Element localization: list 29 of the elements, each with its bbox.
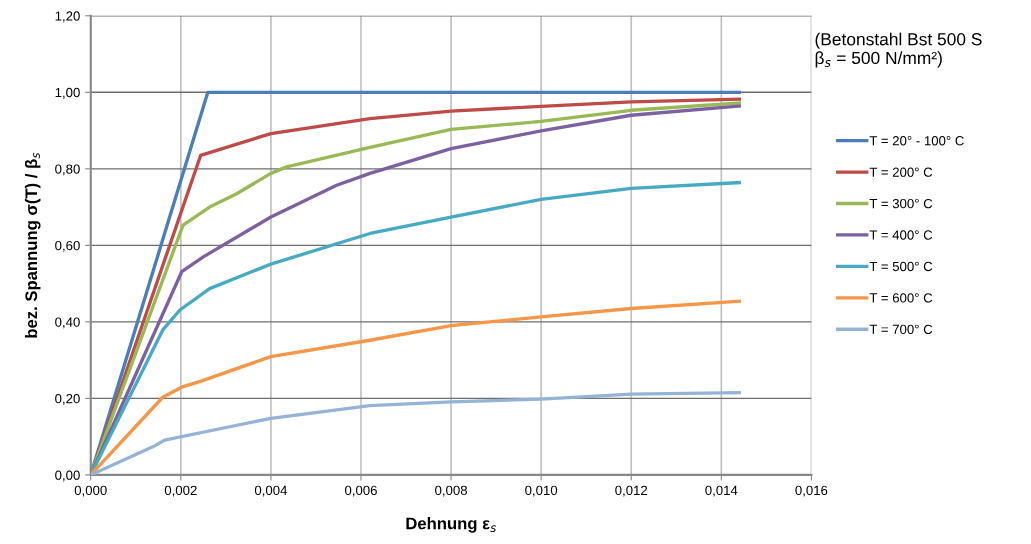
- x-tick-label: 0,012: [615, 485, 648, 497]
- y-axis-title: bez. Spannung σ(T) / β$_{s}$: [24, 152, 41, 338]
- x-tick-label: 0,008: [435, 485, 467, 497]
- y-tick-label: 0,40: [55, 317, 80, 329]
- y-tick-label: 1,00: [55, 87, 80, 99]
- x-tick-label: 0,006: [344, 485, 377, 497]
- x-tick-label: 0,004: [254, 485, 288, 497]
- x-tick-label: 0,000: [74, 485, 107, 497]
- legend-label: T = 500° C: [869, 261, 933, 272]
- legend-label: T = 400° C: [869, 230, 933, 240]
- x-tick-label: 0,002: [164, 485, 197, 497]
- text: (Betonstahl Bst 500 S β$_{s}$ = 500 N/mm²): [815, 32, 982, 68]
- legend-label: T = 300° C: [869, 198, 933, 209]
- x-tick-label: 0,014: [705, 485, 738, 497]
- y-tick-label: 1,20: [55, 11, 80, 23]
- legend-label: T = 20° - 100° C: [869, 136, 964, 146]
- y-tick-label: 0,60: [55, 240, 80, 252]
- line-series: [90, 299, 741, 475]
- y-tick-label: 0,80: [55, 164, 80, 176]
- x-axis-title: Dehnung ε$_{s}$: [406, 517, 497, 533]
- line-series: [90, 180, 741, 475]
- y-tick-label: 0,00: [55, 470, 80, 482]
- legend-label: T = 600° C: [869, 293, 933, 303]
- x-tick-label: 0,010: [525, 485, 558, 497]
- legend-label: T = 700° C: [869, 324, 933, 334]
- y-tick-label: 0,20: [55, 393, 80, 405]
- legend-label: T = 200° C: [869, 167, 933, 177]
- x-tick-label: 0,016: [795, 485, 828, 497]
- line-series: [90, 390, 741, 475]
